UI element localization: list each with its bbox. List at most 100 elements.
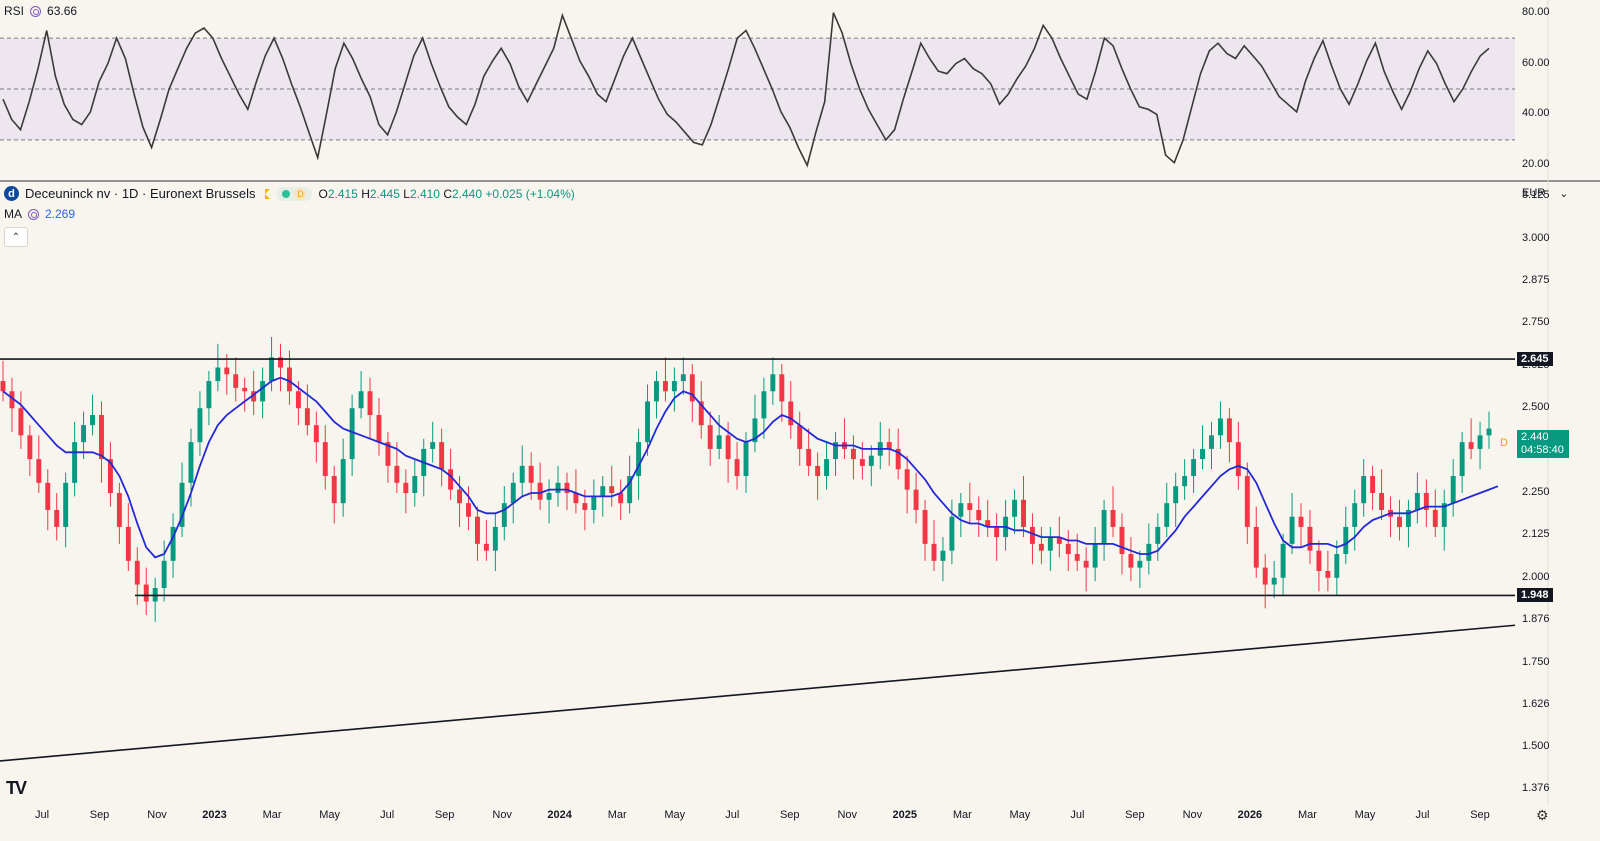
candle-body: [662, 381, 668, 392]
last-price-value: 2.440: [1521, 431, 1549, 443]
candle-body: [483, 543, 489, 551]
tradingview-logo-icon[interactable]: TV: [6, 778, 27, 798]
candle-body: [72, 442, 78, 483]
gear-icon[interactable]: ⚙: [1536, 807, 1549, 823]
candle-body: [824, 459, 830, 477]
candle-body: [1397, 516, 1402, 527]
candle-body: [1405, 509, 1411, 527]
candle-body: [1343, 526, 1349, 555]
candle-body: [1235, 442, 1241, 477]
candle-body: [994, 526, 1000, 538]
chevron-down-icon: ⌄: [1559, 187, 1569, 200]
candle-body: [116, 493, 122, 527]
market-status-badge[interactable]: D: [276, 186, 313, 201]
candle-body: [1477, 435, 1483, 449]
candle-body: [474, 516, 480, 544]
candle-body: [1271, 577, 1277, 585]
candle-body: [1191, 459, 1197, 477]
candle-body: [680, 374, 686, 382]
high-label: H: [361, 186, 370, 201]
candle-body: [107, 459, 113, 493]
candle-body: [1450, 476, 1456, 504]
candle-body: [242, 387, 248, 392]
candle-body: [1423, 493, 1429, 510]
price-tick-label: 2.750: [1522, 316, 1550, 329]
time-tick-label: May: [319, 809, 340, 821]
candle-body: [654, 381, 659, 402]
market-open-icon: [282, 189, 291, 198]
candle-body: [385, 442, 391, 466]
ma-legend[interactable]: MA 2.269: [4, 207, 75, 221]
time-tick-label: Nov: [1182, 809, 1203, 821]
candle-body: [1173, 486, 1179, 504]
ma-line: [2, 376, 1499, 559]
candle-body: [1164, 503, 1170, 527]
flag-icon[interactable]: [265, 188, 271, 199]
candle-body: [1092, 543, 1098, 568]
candle-body: [895, 448, 901, 470]
candle-body: [0, 381, 6, 392]
time-tick-label: Sep: [89, 809, 110, 821]
candle-body: [125, 526, 131, 561]
candle-body: [1155, 526, 1161, 544]
candle-body: [618, 493, 624, 504]
candle-body: [286, 367, 292, 392]
candle-body: [1361, 476, 1367, 504]
candle-body: [573, 493, 579, 504]
time-tick-label: Jul: [725, 809, 740, 821]
candle-body: [18, 408, 24, 436]
time-tick-label: 2025: [892, 809, 918, 821]
currency-selector[interactable]: EUR ⌄: [1518, 183, 1598, 203]
candle-body: [376, 415, 382, 443]
indicator-settings-icon[interactable]: [28, 208, 39, 220]
time-tick-label: Mar: [262, 809, 282, 821]
candle-body: [206, 381, 212, 409]
candle-body: [349, 408, 355, 460]
candle-body: [90, 415, 95, 426]
time-tick-label: Jul: [1415, 809, 1430, 821]
candle-body: [1325, 571, 1331, 578]
resistance-price-tag: 2.645: [1517, 352, 1553, 367]
candle-body: [609, 486, 615, 493]
rsi-tick-label: 40.00: [1522, 107, 1550, 120]
candle-body: [833, 442, 838, 460]
candle-body: [1029, 526, 1035, 544]
time-tick-label: May: [1009, 809, 1031, 821]
symbol-title[interactable]: Deceuninck nv · 1D · Euronext Brussels: [25, 186, 256, 201]
rsi-legend[interactable]: RSI 63.66: [4, 4, 77, 18]
rsi-line: [2, 12, 1490, 168]
candle-body: [322, 442, 328, 477]
candle-body: [645, 401, 650, 443]
time-tick-label: May: [1354, 809, 1376, 821]
symbol-legend[interactable]: d Deceuninck nv · 1D · Euronext Brussels…: [4, 186, 575, 201]
candle-body: [492, 526, 498, 551]
time-tick-label: May: [664, 809, 686, 821]
candle-body: [1182, 476, 1188, 487]
candle-body: [600, 486, 606, 497]
currency-label: EUR: [1522, 187, 1546, 199]
price-tick-label: 3.000: [1522, 231, 1550, 244]
candle-body: [331, 476, 337, 504]
candle-body: [1307, 526, 1313, 551]
candle-body: [439, 442, 445, 470]
candle-body: [797, 425, 803, 449]
candle-body: [627, 476, 633, 504]
candle-body: [313, 425, 319, 443]
ma-value: 2.269: [45, 207, 76, 221]
collapse-legend-button[interactable]: ⌃: [4, 227, 28, 247]
candle-body: [779, 374, 785, 402]
candle-body: [260, 381, 266, 402]
candle-body: [922, 509, 928, 544]
candle-body: [394, 465, 400, 483]
candle-body: [27, 435, 33, 460]
candle-body: [81, 425, 87, 443]
candle-body: [358, 391, 364, 409]
indicator-settings-icon[interactable]: [30, 5, 42, 17]
candle-body: [1486, 428, 1492, 436]
chevron-up-icon: ⌃: [11, 231, 21, 243]
time-tick-label: Sep: [779, 809, 800, 821]
candle-body: [671, 381, 677, 392]
support-price-tag: 1.948: [1517, 588, 1553, 603]
candle-body: [904, 469, 910, 490]
